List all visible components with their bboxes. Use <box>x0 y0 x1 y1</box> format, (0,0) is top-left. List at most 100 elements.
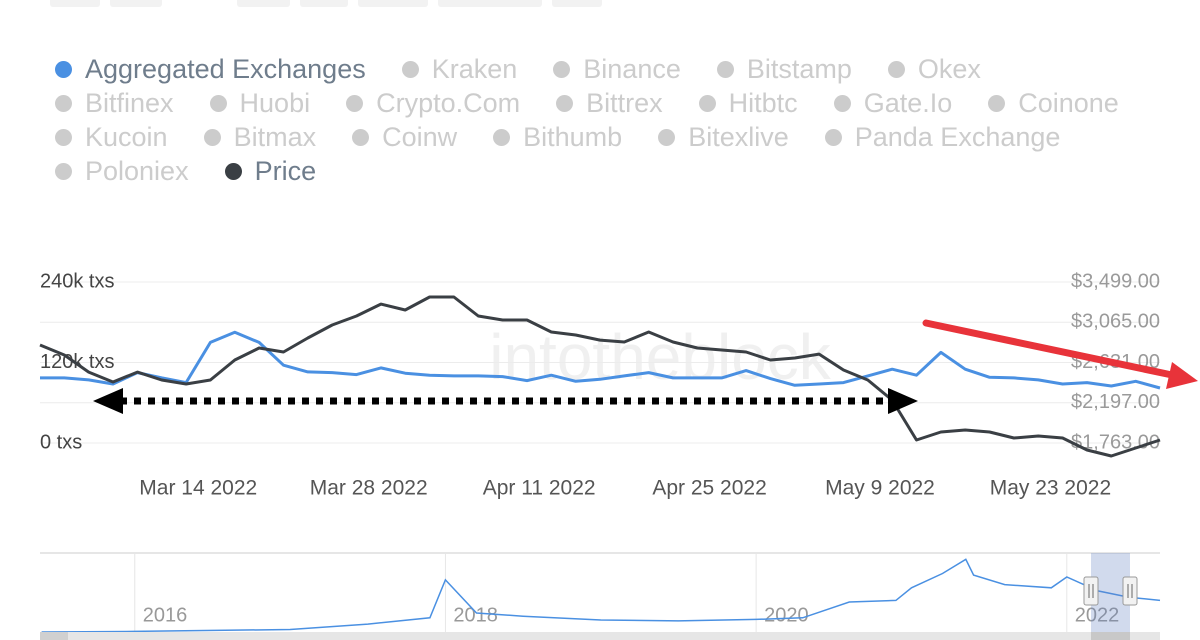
legend-marker <box>833 94 851 112</box>
legend-item[interactable]: Kraken <box>401 53 518 84</box>
legend-marker <box>224 162 242 180</box>
legend-marker <box>55 128 72 146</box>
legend-marker <box>658 128 676 146</box>
legend-label: Bithumb <box>523 121 623 152</box>
toolbar-button[interactable] <box>438 0 542 7</box>
legend-marker <box>824 128 842 146</box>
navigator-tick-label: 2022 <box>1075 604 1120 626</box>
scrollbar-thumb[interactable] <box>1091 632 1130 640</box>
series-line <box>39 295 1161 458</box>
legend-label: Aggregated Exchanges <box>85 53 366 84</box>
legend-item[interactable]: Bittrex <box>556 88 663 118</box>
legend-label: Hitbtc <box>728 87 798 118</box>
legend-label: Gate.Io <box>863 87 953 118</box>
legend-label: Crypto.Com <box>376 87 521 118</box>
legend-label: Bitfinex <box>85 87 174 118</box>
legend-label: Kraken <box>431 53 518 84</box>
legend-item[interactable]: Coinone <box>988 88 1119 118</box>
arrow-head <box>888 388 918 414</box>
plot: $1,763.00$2,197.00$2,631.00$3,065.00$3,4… <box>39 270 1161 500</box>
y-tick-label: 120k txs <box>40 351 114 373</box>
legend-label: Bitmax <box>233 121 317 152</box>
legend-label: Binance <box>583 53 681 84</box>
navigator-tick-label: 2018 <box>453 604 498 626</box>
legend-marker <box>988 94 1006 112</box>
legend-item[interactable]: Price <box>224 155 317 186</box>
legend-marker <box>887 60 905 78</box>
legend-label: Coinone <box>1018 87 1119 118</box>
legend-marker <box>55 162 72 180</box>
navigator[interactable]: 2016 2018 2020 2022 <box>40 552 1161 640</box>
legend-label: Price <box>254 155 317 186</box>
legend-label: Okex <box>917 53 981 84</box>
x-tick-label: Mar 28 2022 <box>310 477 428 500</box>
legend-item[interactable]: Aggregated Exchanges <box>55 54 366 84</box>
legend-marker <box>55 60 72 78</box>
x-tick-label: May 9 2022 <box>825 477 935 500</box>
x-tick-label: Apr 25 2022 <box>652 477 766 500</box>
legend-item[interactable]: Huobi <box>209 87 311 118</box>
y2-tick-label: $2,197.00 <box>1071 391 1160 413</box>
legend-marker <box>401 60 419 78</box>
navigator-tick-label: 2020 <box>764 604 809 626</box>
legend-item[interactable]: Okex <box>887 53 981 84</box>
y2-tick-label: $3,499.00 <box>1071 270 1160 292</box>
legend-label: Kucoin <box>85 121 168 152</box>
legend-label: Bittrex <box>586 87 663 118</box>
navigator-handle[interactable] <box>1122 576 1138 606</box>
toolbar <box>50 0 602 7</box>
legend-marker <box>352 128 370 146</box>
legend-marker <box>493 128 511 146</box>
legend-item[interactable]: Crypto.Com <box>346 88 520 118</box>
x-tick-label: Mar 14 2022 <box>139 477 257 500</box>
toolbar-button[interactable] <box>50 0 100 7</box>
navigator-tick-label: 2016 <box>143 604 188 626</box>
toolbar-button[interactable] <box>300 0 348 7</box>
x-tick-label: Apr 11 2022 <box>483 477 596 500</box>
legend-item[interactable]: Bithumb <box>493 122 622 152</box>
legend-item[interactable]: Bitmax <box>203 121 317 152</box>
legend-marker <box>556 94 574 112</box>
y-tick-label: 0 txs <box>40 431 82 453</box>
navigator-handle[interactable] <box>1083 576 1099 606</box>
legend-marker <box>209 94 227 112</box>
scrollbar-track <box>40 632 1160 640</box>
legend-item[interactable]: Binance <box>553 54 681 84</box>
legend-label: Bitexlive <box>688 121 789 152</box>
legend-label: Huobi <box>239 87 311 118</box>
arrow-head <box>1166 362 1198 389</box>
legend-item[interactable]: Bitstamp <box>716 53 852 84</box>
toolbar-button[interactable] <box>552 0 602 7</box>
legend-label: Panda Exchange <box>854 121 1061 152</box>
legend-label: Coinw <box>382 121 458 152</box>
legend-item[interactable]: Hitbtc <box>698 87 798 118</box>
legend-marker <box>203 128 221 146</box>
annotations <box>93 319 1198 414</box>
legend-item[interactable]: Gate.Io <box>833 87 953 118</box>
legend-marker <box>698 94 716 112</box>
toolbar-button[interactable] <box>237 0 290 7</box>
legend-label: Poloniex <box>85 155 189 186</box>
legend-label: Bitstamp <box>746 53 852 84</box>
arrow-head <box>93 388 123 414</box>
scrollbar-button[interactable] <box>40 632 68 640</box>
legend-item[interactable]: Panda Exchange <box>824 121 1061 152</box>
x-tick-label: May 23 2022 <box>990 477 1111 500</box>
y-tick-label: 240k txs <box>40 270 114 292</box>
y2-tick-label: $3,065.00 <box>1071 311 1160 333</box>
series-line <box>40 330 1161 390</box>
legend: Aggregated Exchanges Kraken Binance Bitstam… <box>55 54 1135 186</box>
legend-marker <box>716 60 734 78</box>
toolbar-button[interactable] <box>110 0 162 7</box>
legend-item[interactable]: Kucoin <box>55 122 168 152</box>
trend-arrow <box>922 319 1176 379</box>
legend-item[interactable]: Bitfinex <box>55 88 174 118</box>
legend-item[interactable]: Bitexlive <box>658 122 789 152</box>
toolbar-button[interactable] <box>358 0 428 7</box>
legend-item[interactable]: Poloniex <box>55 156 189 186</box>
legend-item[interactable]: Coinw <box>352 122 457 152</box>
legend-marker <box>553 60 571 78</box>
navigator-line <box>41 558 1161 633</box>
